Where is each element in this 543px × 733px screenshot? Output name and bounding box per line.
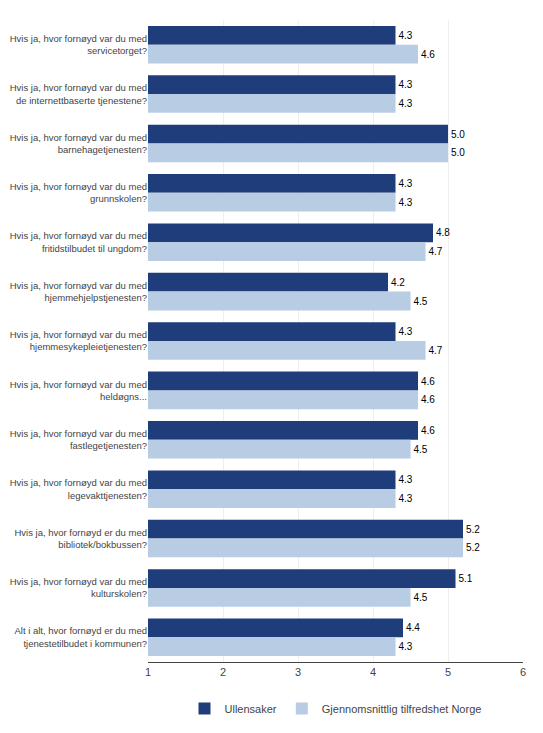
svg-text:5.0: 5.0 — [451, 147, 465, 158]
svg-text:4.8: 4.8 — [436, 227, 450, 238]
svg-text:5: 5 — [445, 666, 451, 678]
svg-text:4.6: 4.6 — [421, 394, 435, 405]
svg-text:4.7: 4.7 — [429, 345, 443, 356]
svg-text:4.2: 4.2 — [391, 277, 405, 288]
svg-text:3: 3 — [295, 666, 301, 678]
svg-text:4.3: 4.3 — [399, 474, 413, 485]
svg-text:5.2: 5.2 — [466, 542, 480, 553]
svg-text:Hvis ja, hvor fornøyd var du m: Hvis ja, hvor fornøyd var du medfritidst… — [10, 230, 147, 253]
svg-text:4.3: 4.3 — [399, 493, 413, 504]
svg-text:5.2: 5.2 — [466, 524, 480, 535]
svg-text:5.0: 5.0 — [451, 129, 465, 140]
svg-text:4.3: 4.3 — [399, 641, 413, 652]
svg-text:4.5: 4.5 — [414, 296, 428, 307]
svg-text:4.5: 4.5 — [414, 444, 428, 455]
svg-text:Ullensaker: Ullensaker — [225, 703, 277, 715]
svg-text:1: 1 — [145, 666, 151, 678]
svg-text:6: 6 — [520, 666, 526, 678]
svg-text:Hvis ja, hvor fornøyd var du m: Hvis ja, hvor fornøyd var du medhjemmehj… — [10, 280, 147, 303]
svg-text:Hvis ja, hvor fornøyd var du m: Hvis ja, hvor fornøyd var du medbarnehag… — [10, 132, 147, 155]
svg-text:4.6: 4.6 — [421, 49, 435, 60]
svg-text:Hvis ja, hvor fornøyd var du m: Hvis ja, hvor fornøyd var du medkultursk… — [10, 576, 147, 599]
svg-text:Hvis ja, hvor fornøyd var du m: Hvis ja, hvor fornøyd var du medgrunnsko… — [10, 181, 147, 204]
svg-text:4.7: 4.7 — [429, 246, 443, 257]
svg-text:4.6: 4.6 — [421, 376, 435, 387]
svg-text:4.3: 4.3 — [399, 178, 413, 189]
svg-text:4: 4 — [370, 666, 376, 678]
svg-text:Hvis ja, hvor fornøyd var du m: Hvis ja, hvor fornøyd var du medfastlege… — [10, 428, 147, 451]
svg-text:4.3: 4.3 — [399, 98, 413, 109]
svg-text:4.3: 4.3 — [399, 79, 413, 90]
svg-text:Hvis ja, hvor fornøyd var du m: Hvis ja, hvor fornøyd var du medhjemmesy… — [10, 329, 147, 352]
svg-text:4.3: 4.3 — [399, 30, 413, 41]
svg-text:Hvis ja, hvor fornøyd var du m: Hvis ja, hvor fornøyd var du medservicet… — [10, 33, 147, 56]
svg-text:Alt i alt, hvor fornøyd er du: Alt i alt, hvor fornøyd er du medtjenest… — [14, 625, 147, 648]
svg-text:4.4: 4.4 — [406, 622, 420, 633]
svg-text:Hvis ja, hvor fornøyd var du m: Hvis ja, hvor fornøyd var du medheldøgns… — [10, 379, 147, 402]
svg-text:4.6: 4.6 — [421, 425, 435, 436]
svg-text:Hvis ja, hvor fornøyd var du m: Hvis ja, hvor fornøyd var du medlegevakt… — [10, 477, 147, 500]
svg-text:Hvis ja, hvor fornøyd er du me: Hvis ja, hvor fornøyd er du medbibliotek… — [14, 527, 147, 550]
svg-text:4.5: 4.5 — [414, 592, 428, 603]
svg-text:Hvis ja, hvor fornøyd var du m: Hvis ja, hvor fornøyd var du medde inter… — [10, 82, 147, 105]
svg-text:2: 2 — [220, 666, 226, 678]
svg-text:5.1: 5.1 — [459, 573, 473, 584]
svg-text:4.3: 4.3 — [399, 197, 413, 208]
svg-text:4.3: 4.3 — [399, 326, 413, 337]
svg-text:Gjennomsnittlig tilfredshet No: Gjennomsnittlig tilfredshet Norge — [322, 703, 482, 715]
